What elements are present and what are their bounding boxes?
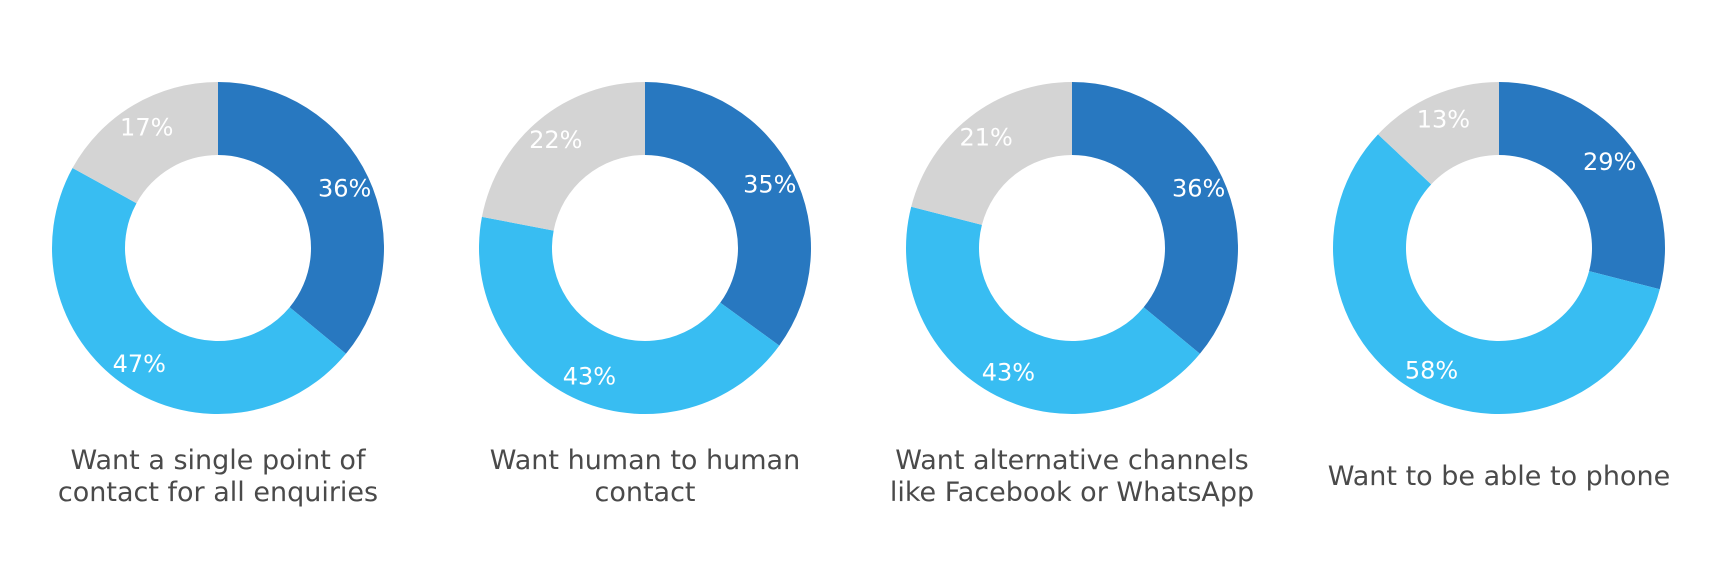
chart-caption: like Facebook or WhatsApp	[890, 477, 1254, 508]
donut-slice	[906, 206, 1200, 414]
chart-caption: contact for all enquiries	[58, 477, 378, 508]
donut-slice	[479, 216, 780, 415]
donut-slice	[911, 81, 1072, 225]
slice-value-label: 36%	[318, 174, 371, 202]
donut-chart-4: 29% 58% 13% Want to be able to phone	[1328, 81, 1670, 492]
chart-caption: Want a single point of	[71, 445, 367, 476]
slice-value-label: 35%	[743, 170, 796, 198]
donut-slice	[72, 82, 219, 204]
donut-slice	[645, 82, 811, 346]
slice-value-label: 22%	[529, 126, 582, 154]
donut-slice	[218, 82, 384, 354]
donut-slice	[1072, 82, 1238, 354]
slice-value-label: 58%	[1405, 357, 1458, 385]
chart-caption: Want human to human	[490, 445, 800, 476]
slice-value-label: 43%	[563, 362, 616, 390]
donut-slice	[1499, 82, 1665, 290]
slice-value-label: 43%	[982, 359, 1035, 387]
chart-caption: contact	[594, 477, 695, 508]
donut-slice	[481, 82, 645, 231]
chart-caption: Want alternative channels	[895, 445, 1249, 476]
donut-slice	[51, 168, 346, 415]
slice-value-label: 21%	[960, 123, 1013, 151]
chart-caption: Want to be able to phone	[1328, 461, 1670, 492]
slice-value-label: 47%	[113, 350, 166, 378]
slice-value-label: 36%	[1172, 174, 1225, 202]
donut-slice	[1333, 134, 1660, 414]
slice-value-label: 17%	[120, 113, 173, 141]
slice-value-label: 29%	[1583, 148, 1636, 176]
donut-slice	[1377, 81, 1499, 185]
slice-value-label: 13%	[1417, 106, 1470, 134]
